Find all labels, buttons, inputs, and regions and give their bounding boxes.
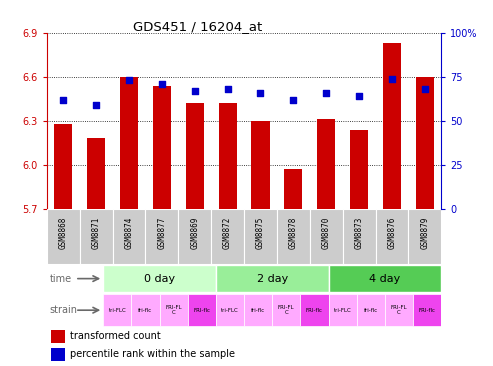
Text: GSM8878: GSM8878 <box>289 217 298 249</box>
Bar <box>284 169 302 209</box>
Point <box>289 97 297 102</box>
Bar <box>357 294 385 326</box>
Bar <box>188 294 216 326</box>
Text: fri-flc: fri-flc <box>139 308 152 313</box>
Text: fri-flc: fri-flc <box>364 308 378 313</box>
Text: strain: strain <box>50 305 78 315</box>
Text: FRI-flc: FRI-flc <box>419 308 436 313</box>
Bar <box>300 294 328 326</box>
Text: GSM8874: GSM8874 <box>125 217 134 249</box>
Point <box>355 93 363 99</box>
Bar <box>103 294 131 326</box>
Text: fri-flc: fri-flc <box>251 308 265 313</box>
Text: FRI-FL
C: FRI-FL C <box>278 305 295 315</box>
Bar <box>160 294 188 326</box>
Point <box>92 102 100 108</box>
Bar <box>216 265 328 292</box>
Point <box>191 88 199 94</box>
Bar <box>218 103 237 209</box>
Text: 2 day: 2 day <box>256 274 288 284</box>
Text: GSM8872: GSM8872 <box>223 217 232 249</box>
Text: GSM8870: GSM8870 <box>322 217 331 249</box>
Point <box>224 86 232 92</box>
Text: FRI-FL
C: FRI-FL C <box>165 305 182 315</box>
Bar <box>51 348 65 361</box>
Text: GSM8873: GSM8873 <box>354 217 363 249</box>
Text: FRI-FL
C: FRI-FL C <box>390 305 407 315</box>
Point <box>59 97 67 102</box>
Bar <box>408 209 441 264</box>
Text: tri-FLC: tri-FLC <box>334 308 352 313</box>
Bar <box>211 209 244 264</box>
Text: 0 day: 0 day <box>144 274 175 284</box>
Point <box>388 76 396 82</box>
Bar <box>153 86 171 209</box>
Point <box>125 78 133 83</box>
Bar <box>277 209 310 264</box>
Text: GDS451 / 16204_at: GDS451 / 16204_at <box>133 20 262 33</box>
Bar <box>416 77 434 209</box>
Bar <box>317 119 335 209</box>
Bar <box>178 209 211 264</box>
Text: time: time <box>50 274 72 284</box>
Bar <box>80 209 112 264</box>
Text: FRI-flc: FRI-flc <box>193 308 211 313</box>
Point <box>421 86 429 92</box>
Bar <box>244 294 272 326</box>
Text: 4 day: 4 day <box>369 274 400 284</box>
Bar <box>131 294 160 326</box>
Bar <box>51 330 65 343</box>
Bar <box>103 265 216 292</box>
Bar <box>54 124 72 209</box>
Bar <box>112 209 145 264</box>
Text: GSM8868: GSM8868 <box>59 217 68 249</box>
Bar <box>385 294 413 326</box>
Bar <box>272 294 300 326</box>
Point <box>322 90 330 96</box>
Bar <box>376 209 408 264</box>
Bar <box>413 294 441 326</box>
Bar <box>145 209 178 264</box>
Bar <box>383 43 401 209</box>
Bar <box>87 138 105 209</box>
Text: GSM8876: GSM8876 <box>387 217 396 249</box>
Bar <box>310 209 343 264</box>
Bar <box>186 103 204 209</box>
Bar <box>216 294 244 326</box>
Bar <box>47 209 80 264</box>
Text: GSM8869: GSM8869 <box>190 217 199 249</box>
Text: GSM8875: GSM8875 <box>256 217 265 249</box>
Text: percentile rank within the sample: percentile rank within the sample <box>70 350 236 359</box>
Point <box>158 81 166 87</box>
Text: tri-FLC: tri-FLC <box>221 308 239 313</box>
Bar <box>343 209 376 264</box>
Bar <box>328 265 441 292</box>
Text: GSM8871: GSM8871 <box>92 217 101 249</box>
Bar <box>251 121 270 209</box>
Text: GSM8877: GSM8877 <box>157 217 166 249</box>
Text: FRI-flc: FRI-flc <box>306 308 323 313</box>
Text: tri-FLC: tri-FLC <box>108 308 126 313</box>
Text: GSM8879: GSM8879 <box>421 217 429 249</box>
Bar <box>350 130 368 209</box>
Bar <box>328 294 357 326</box>
Bar <box>244 209 277 264</box>
Bar <box>120 77 138 209</box>
Text: transformed count: transformed count <box>70 331 161 341</box>
Point <box>256 90 264 96</box>
